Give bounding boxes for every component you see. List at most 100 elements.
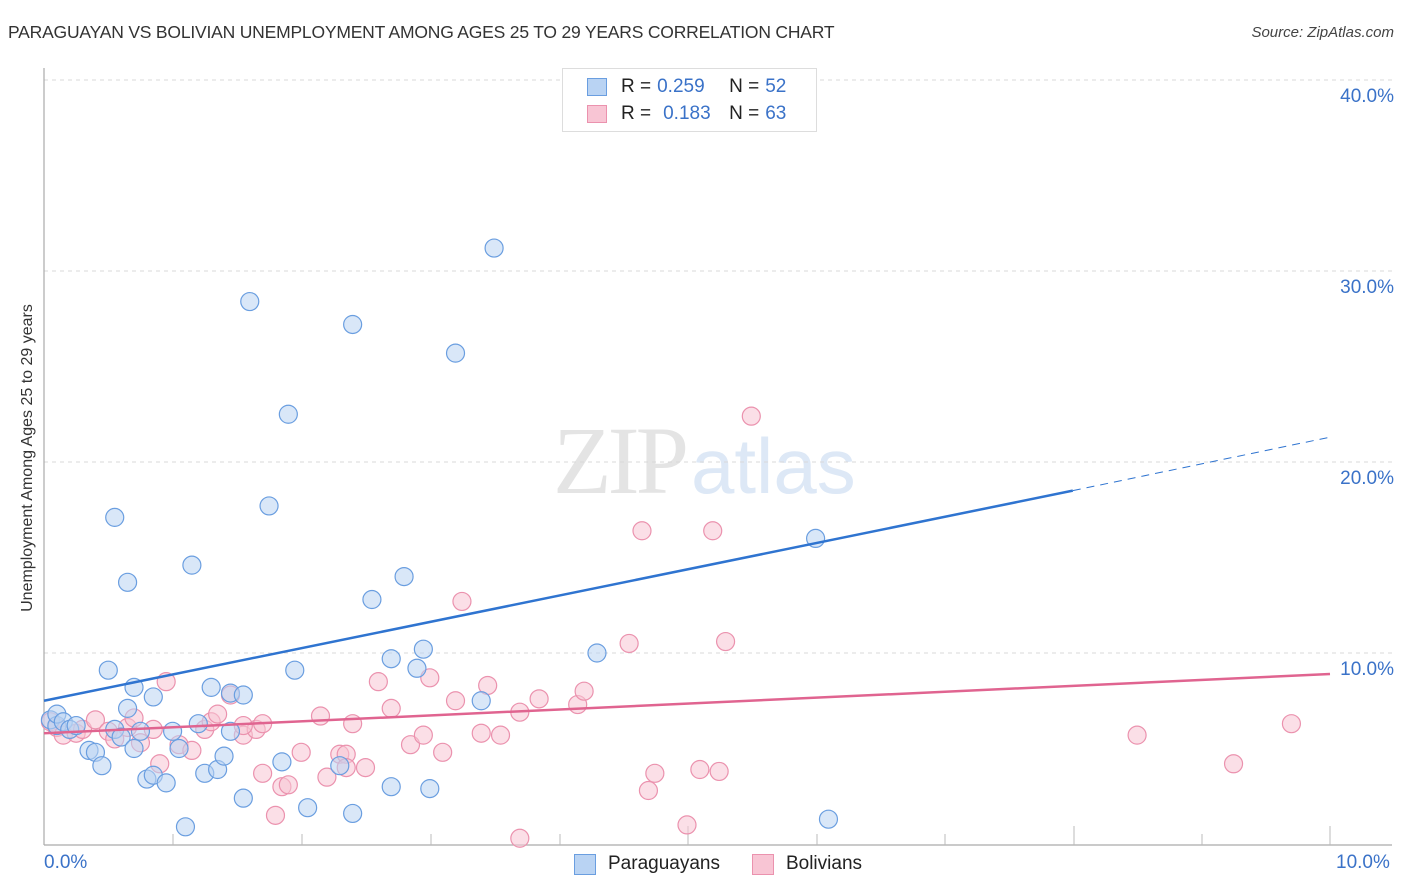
bolivians-point	[529, 689, 549, 709]
r-label: R =	[621, 76, 652, 97]
paraguayans-point	[214, 746, 234, 766]
paraguayans-point	[420, 779, 440, 799]
paraguayans-point	[413, 639, 433, 659]
paraguayans-point	[156, 773, 176, 793]
bolivians-points	[40, 406, 1302, 848]
bolivians-point	[715, 631, 736, 652]
y-tick-40: 40.0%	[1340, 86, 1394, 107]
bolivians-point	[741, 406, 761, 426]
paraguayans-point	[182, 555, 202, 575]
paraguayans-point	[92, 756, 112, 776]
correlation-legend: R = 0.259 N = 52 R = 0.183 N = 63	[562, 68, 817, 132]
bolivians-point	[632, 521, 652, 541]
y-tick-10: 10.0%	[1340, 659, 1394, 680]
legend-item-paraguayans[interactable]: Paraguayans	[574, 853, 720, 875]
trend-lines	[43, 436, 1331, 735]
paraguayans-trend-extension	[1072, 436, 1331, 492]
paraguayans-point	[381, 649, 401, 669]
paraguayans-point	[201, 677, 221, 697]
paraguayans-point	[272, 752, 292, 772]
bolivians-point	[677, 815, 697, 835]
bolivians-point	[1223, 754, 1244, 774]
bolivians-point	[490, 725, 511, 745]
paraguayans-point	[343, 803, 363, 824]
bolivians-point	[452, 591, 472, 612]
bolivians-point	[368, 672, 388, 692]
bolivians-point	[690, 759, 710, 780]
bolivians-point	[420, 668, 440, 688]
paraguayans-point	[362, 589, 382, 610]
source-attribution: Source: ZipAtlas.com	[1251, 24, 1394, 41]
paraguayans-point	[175, 817, 196, 837]
paraguayans-point	[381, 777, 401, 797]
chart-title: PARAGUAYAN VS BOLIVIAN UNEMPLOYMENT AMON…	[8, 22, 835, 42]
bolivians-point	[400, 735, 421, 755]
bolivians-point	[381, 698, 401, 718]
paraguayans-point	[471, 691, 491, 711]
bolivians-trend-line	[43, 672, 1331, 735]
bolivians-point	[471, 723, 491, 743]
bolivians-point	[703, 521, 723, 541]
paraguayans-swatch	[574, 853, 596, 875]
paraguayans-swatch	[587, 78, 607, 96]
x-tick-10: 10.0%	[1336, 852, 1390, 873]
paraguayans-point	[124, 738, 144, 759]
bolivians-point	[355, 757, 376, 778]
bolivians-point	[433, 742, 453, 762]
y-axis-label: Unemployment Among Ages 25 to 29 years	[19, 304, 36, 612]
paraguayans-point	[163, 721, 183, 741]
paraguayans-point	[259, 496, 279, 516]
bolivians-point	[1281, 714, 1302, 734]
paraguayans-point	[445, 343, 466, 363]
paraguayans-point	[298, 798, 318, 818]
paraguayans-point	[394, 566, 414, 587]
paraguayans-point	[587, 643, 607, 663]
legend-item-bolivians[interactable]: Bolivians	[751, 853, 863, 875]
y-tick-20: 20.0%	[1340, 468, 1394, 489]
r-value: 0.259	[657, 76, 705, 97]
bolivians-point	[310, 706, 331, 726]
y-tick-30: 30.0%	[1340, 277, 1394, 298]
paraguayans-point	[484, 238, 504, 258]
series-legend: Paraguayans Bolivians	[574, 853, 894, 875]
legend-row-paraguayans: R = 0.259 N = 52	[587, 75, 786, 99]
bolivians-point	[253, 763, 273, 783]
bolivians-point	[85, 710, 106, 730]
paraguayans-point	[330, 756, 350, 776]
bolivians-point	[265, 805, 286, 825]
paraguayans-point	[98, 660, 118, 680]
bolivians-point	[645, 763, 665, 783]
paraguayans-point	[220, 721, 241, 741]
bolivians-point	[510, 828, 530, 848]
paraguayans-point	[240, 291, 260, 312]
paraguayans-point	[105, 507, 125, 527]
n-value: 52	[765, 76, 787, 97]
n-label: N =	[729, 76, 760, 97]
paraguayans-point	[818, 809, 839, 829]
bolivians-point	[317, 767, 337, 787]
paraguayans-point	[343, 314, 363, 335]
paraguayans-point	[143, 687, 163, 707]
paraguayans-point	[66, 715, 86, 736]
n-value: 63	[765, 103, 787, 124]
legend-row-bolivians: R = 0.183 N = 63	[587, 102, 786, 126]
bolivians-point	[208, 704, 228, 724]
paraguayans-point	[285, 660, 305, 680]
bolivians-point	[278, 775, 298, 795]
legend-label: Bolivians	[785, 853, 863, 874]
paraguayans-point	[407, 658, 427, 678]
paraguayans-point	[233, 685, 253, 705]
bolivians-point	[638, 780, 659, 801]
gridlines	[44, 79, 1392, 654]
bolivians-point	[709, 761, 729, 782]
bolivians-point	[291, 742, 311, 762]
legend-label: Paraguayans	[608, 853, 720, 874]
paraguayans-trend-line	[43, 489, 1074, 702]
paraguayans-point	[111, 727, 131, 747]
bolivians-point	[343, 714, 363, 734]
bolivians-point	[574, 681, 594, 701]
paraguayans-point	[169, 738, 189, 759]
paraguayans-point	[233, 788, 253, 808]
bolivians-point	[1127, 725, 1147, 745]
